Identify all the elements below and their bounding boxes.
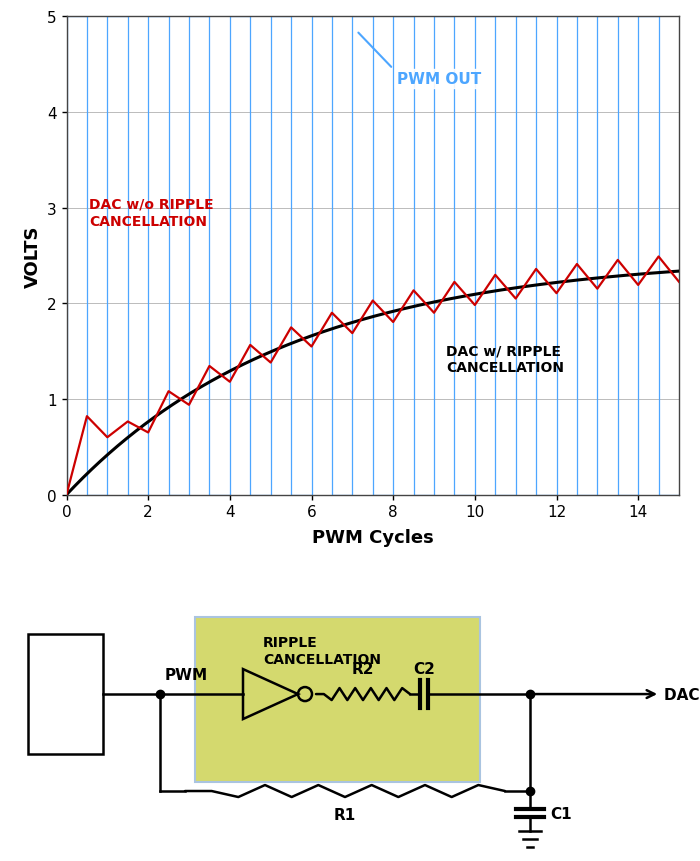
Text: R1: R1 xyxy=(334,807,356,822)
Text: R2: R2 xyxy=(351,661,374,676)
Y-axis label: VOLTS: VOLTS xyxy=(24,225,41,288)
X-axis label: PWM Cycles: PWM Cycles xyxy=(312,528,433,546)
Bar xyxy=(28,635,103,754)
Text: PWM: PWM xyxy=(165,667,208,682)
Text: PWM OUT: PWM OUT xyxy=(398,71,482,87)
Bar xyxy=(195,617,480,782)
Text: C2: C2 xyxy=(413,661,435,676)
Text: DAC w/ RIPPLE
CANCELLATION: DAC w/ RIPPLE CANCELLATION xyxy=(447,344,564,375)
Text: DAC w/o RIPPLE
CANCELLATION: DAC w/o RIPPLE CANCELLATION xyxy=(89,197,214,229)
Text: C1: C1 xyxy=(550,806,572,821)
Text: RIPPLE
CANCELLATION: RIPPLE CANCELLATION xyxy=(263,635,381,666)
Text: DAC OUT: DAC OUT xyxy=(664,687,700,702)
